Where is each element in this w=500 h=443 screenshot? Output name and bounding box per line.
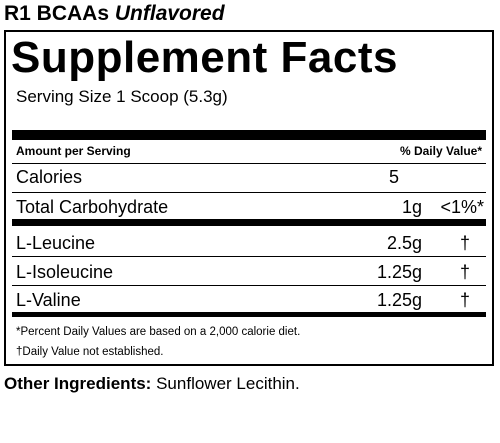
- supplement-facts-panel: Supplement Facts Serving Size 1 Scoop (5…: [4, 30, 494, 366]
- row-dv-total-carbohydrate: <1%*: [440, 197, 484, 217]
- row-amount-l-isoleucine: 1.25g: [376, 262, 422, 282]
- divider: [12, 285, 486, 286]
- footnote-daily-values: *Percent Daily Values are based on a 2,0…: [16, 326, 301, 338]
- row-dv-l-isoleucine: †: [459, 262, 470, 282]
- thick-divider: [12, 130, 486, 140]
- other-ingredients: Other Ingredients: Sunflower Lecithin.: [4, 373, 300, 395]
- row-label-calories: Calories: [16, 167, 83, 187]
- row-label-l-leucine: L-Leucine: [16, 233, 96, 253]
- divider: [12, 256, 486, 257]
- serving-size: Serving Size 1 Scoop (5.3g): [16, 87, 228, 106]
- daily-value-header: % Daily Value*: [399, 144, 482, 158]
- amount-per-serving-header: Amount per Serving: [16, 144, 131, 158]
- row-amount-l-leucine: 2.5g: [386, 233, 422, 253]
- other-ingredients-label: Other Ingredients:: [4, 374, 152, 393]
- row-amount-total-carbohydrate: 1g: [401, 197, 422, 217]
- footnote-not-established: †Daily Value not established.: [16, 346, 164, 358]
- row-amount-calories: 5: [388, 167, 399, 187]
- divider: [12, 163, 486, 164]
- row-label-total-carbohydrate: Total Carbohydrate: [16, 197, 169, 217]
- row-dv-l-leucine: †: [459, 233, 470, 253]
- thick-divider: [12, 219, 486, 226]
- row-dv-l-valine: †: [459, 290, 470, 310]
- product-title: R1 BCAAs Unflavored: [4, 2, 225, 26]
- facts-title: Supplement Facts: [11, 33, 398, 82]
- product-name: R1 BCAAs: [4, 2, 110, 25]
- row-label-l-valine: L-Valine: [16, 290, 81, 310]
- row-label-l-isoleucine: L-Isoleucine: [16, 262, 114, 282]
- other-ingredients-value: Sunflower Lecithin.: [156, 374, 300, 393]
- divider: [12, 192, 486, 193]
- thick-divider: [12, 312, 486, 317]
- row-amount-l-valine: 1.25g: [376, 290, 422, 310]
- product-variant: Unflavored: [114, 2, 225, 25]
